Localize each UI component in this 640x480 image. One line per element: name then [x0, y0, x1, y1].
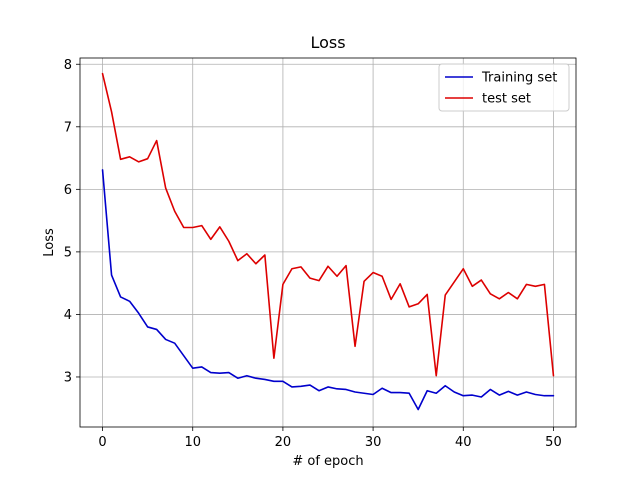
y-axis-label: Loss [42, 228, 57, 257]
y-tick-label: 6 [64, 183, 72, 198]
y-tick-label: 8 [64, 58, 72, 73]
x-tick-label: 30 [365, 435, 382, 450]
legend: Training set test set [438, 63, 570, 112]
grid [80, 58, 576, 427]
y-tick-label: 5 [64, 245, 72, 260]
axis-ticks: 0 10 20 30 40 50 3 4 5 6 7 8 [64, 58, 562, 450]
legend-box [438, 63, 570, 112]
y-tick-label: 4 [64, 308, 72, 323]
legend-entry-label: test set [482, 92, 531, 107]
chart-title: Loss [310, 33, 345, 52]
series-line-training-set [101, 169, 555, 411]
x-axis-label: # of epoch [292, 454, 363, 469]
plot-area-frame [79, 57, 577, 428]
x-tick-label: 10 [184, 435, 201, 450]
x-tick-label: 50 [545, 435, 562, 450]
series-group [101, 72, 555, 411]
x-tick-label: 20 [275, 435, 292, 450]
x-tick-label: 0 [98, 435, 106, 450]
y-tick-label: 3 [64, 370, 72, 385]
legend-entry-label: Training set [481, 71, 557, 86]
series-line-test-set [101, 72, 555, 377]
x-tick-label: 40 [455, 435, 472, 450]
y-tick-label: 7 [64, 120, 72, 135]
